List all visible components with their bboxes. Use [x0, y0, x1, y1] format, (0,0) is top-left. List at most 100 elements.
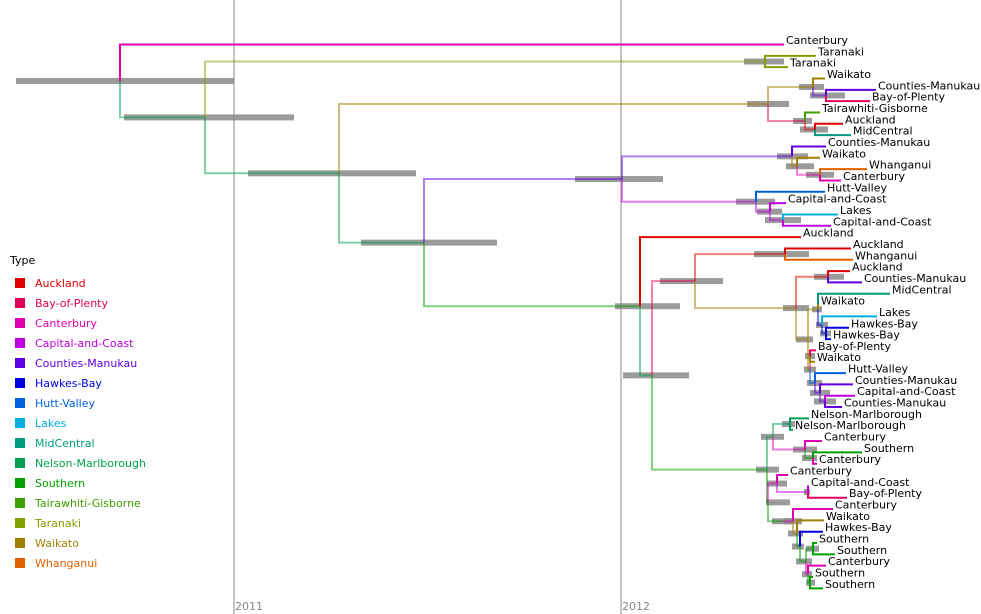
tip-label: Counties-Manukau [828, 136, 930, 149]
internal-branch [338, 102, 768, 174]
tip-label: Waikato [822, 147, 866, 160]
node-height-bar [615, 303, 680, 310]
node-height-bar [361, 239, 497, 246]
legend-swatch [15, 358, 25, 368]
legend-label: Taranaki [35, 516, 82, 530]
internal-branch [694, 281, 796, 310]
node-height-bar [786, 163, 814, 170]
internal-branch [821, 324, 826, 335]
tip-branch [807, 564, 826, 575]
legend-label: Lakes [35, 416, 67, 430]
tip-branch [819, 174, 841, 182]
internal-branch [767, 85, 813, 104]
internal-branch [796, 166, 820, 176]
node-height-bar [810, 92, 845, 99]
tip-label: Capital-and-Coast [833, 215, 932, 228]
tip-branch [825, 333, 831, 341]
tip-branch [814, 129, 851, 137]
tip-branch [776, 474, 788, 484]
tip-label: Canterbury [835, 499, 897, 512]
legend-item[interactable]: Bay-of-Plenty [15, 293, 146, 313]
internal-branch [204, 117, 339, 175]
tip-label: Waikato [821, 295, 865, 308]
legend-item[interactable]: MidCentral [15, 433, 146, 453]
internal-branch [423, 178, 622, 243]
internal-branch [792, 521, 797, 535]
tip-branch [812, 77, 825, 87]
legend-item[interactable]: Waikato [15, 533, 146, 553]
internal-branch [807, 308, 818, 340]
tip-label: Southern [825, 578, 875, 591]
legend-item[interactable]: Southern [15, 473, 146, 493]
internal-branch [791, 156, 797, 168]
legend-item[interactable]: Hutt-Valley [15, 393, 146, 413]
tip-branch [119, 43, 784, 81]
tip-label: Hawkes-Bay [851, 317, 918, 330]
legend-swatch [15, 518, 25, 528]
tip-branch [809, 349, 816, 357]
internal-branch [819, 392, 825, 403]
internal-branch [639, 306, 652, 377]
legend-item[interactable]: Auckland [15, 273, 146, 293]
node-height-bar [124, 114, 294, 121]
legend-item[interactable]: Tairawhiti-Gisborne [15, 493, 146, 513]
tip-branch [764, 61, 788, 69]
tip-branch [807, 492, 847, 499]
tip-label: Canterbury [790, 465, 852, 478]
legend-label: Bay-of-Plenty [35, 296, 108, 310]
legend-item[interactable]: Counties-Manukau [15, 353, 146, 373]
tip-branch [755, 190, 825, 202]
tip-branch [827, 270, 850, 277]
legend-swatch [15, 438, 25, 448]
tip-label: Bay-of-Plenty [818, 340, 891, 353]
internal-branch [814, 382, 820, 394]
tip-branch [821, 315, 877, 325]
tip-label: Southern [815, 567, 865, 580]
legend-item[interactable]: Taranaki [15, 513, 146, 533]
internal-branch [804, 120, 815, 131]
internal-branch [651, 375, 767, 471]
legend-item[interactable]: Nelson-Marlborough [15, 453, 146, 473]
node-height-bar [766, 499, 790, 506]
legend-item[interactable]: Capital-and-Coast [15, 333, 146, 353]
tip-label: Auckland [845, 113, 896, 126]
tip-label: Whanganui [869, 159, 931, 172]
internal-branch [119, 80, 205, 119]
legend-label: MidCentral [35, 436, 95, 450]
legend-item[interactable]: Lakes [15, 413, 146, 433]
tip-label: Canterbury [786, 34, 848, 47]
internal-branch [694, 253, 785, 282]
tip-branch [782, 220, 831, 227]
tip-branch [789, 424, 793, 431]
internal-branch [767, 482, 777, 503]
tip-label: Taranaki [817, 45, 864, 58]
internal-branch [651, 280, 695, 376]
legend-swatch [15, 298, 25, 308]
legend-label: Tairawhiti-Gisborne [35, 496, 141, 510]
legend-item[interactable]: Hawkes-Bay [15, 373, 146, 393]
tip-label: Canterbury [843, 170, 905, 183]
internal-branch [776, 483, 808, 494]
internal-branch [804, 449, 813, 460]
tip-label: Waikato [826, 510, 870, 523]
tip-branch [807, 485, 809, 493]
tip-label: Hawkes-Bay [825, 521, 892, 534]
tip-label: Auckland [803, 227, 854, 240]
tip-branch [792, 508, 833, 522]
internal-branch [795, 275, 828, 309]
legend-item[interactable]: Canterbury [15, 313, 146, 333]
tip-branch [809, 576, 813, 583]
tip-label: Waikato [827, 68, 871, 81]
internal-branch [423, 242, 640, 308]
internal-branch [621, 179, 756, 203]
tip-branch [784, 247, 851, 255]
tip-label: Bay-of-Plenty [849, 487, 922, 500]
tip-branch [784, 254, 853, 261]
internal-branch [812, 86, 826, 97]
legend-label: Nelson-Marlborough [35, 456, 146, 470]
tip-branch [796, 156, 820, 167]
tip-branch [824, 401, 842, 409]
legend-label: Hutt-Valley [35, 396, 95, 410]
year-tick-label: 2011 [235, 600, 263, 613]
legend-item[interactable]: Whanganui [15, 553, 146, 573]
